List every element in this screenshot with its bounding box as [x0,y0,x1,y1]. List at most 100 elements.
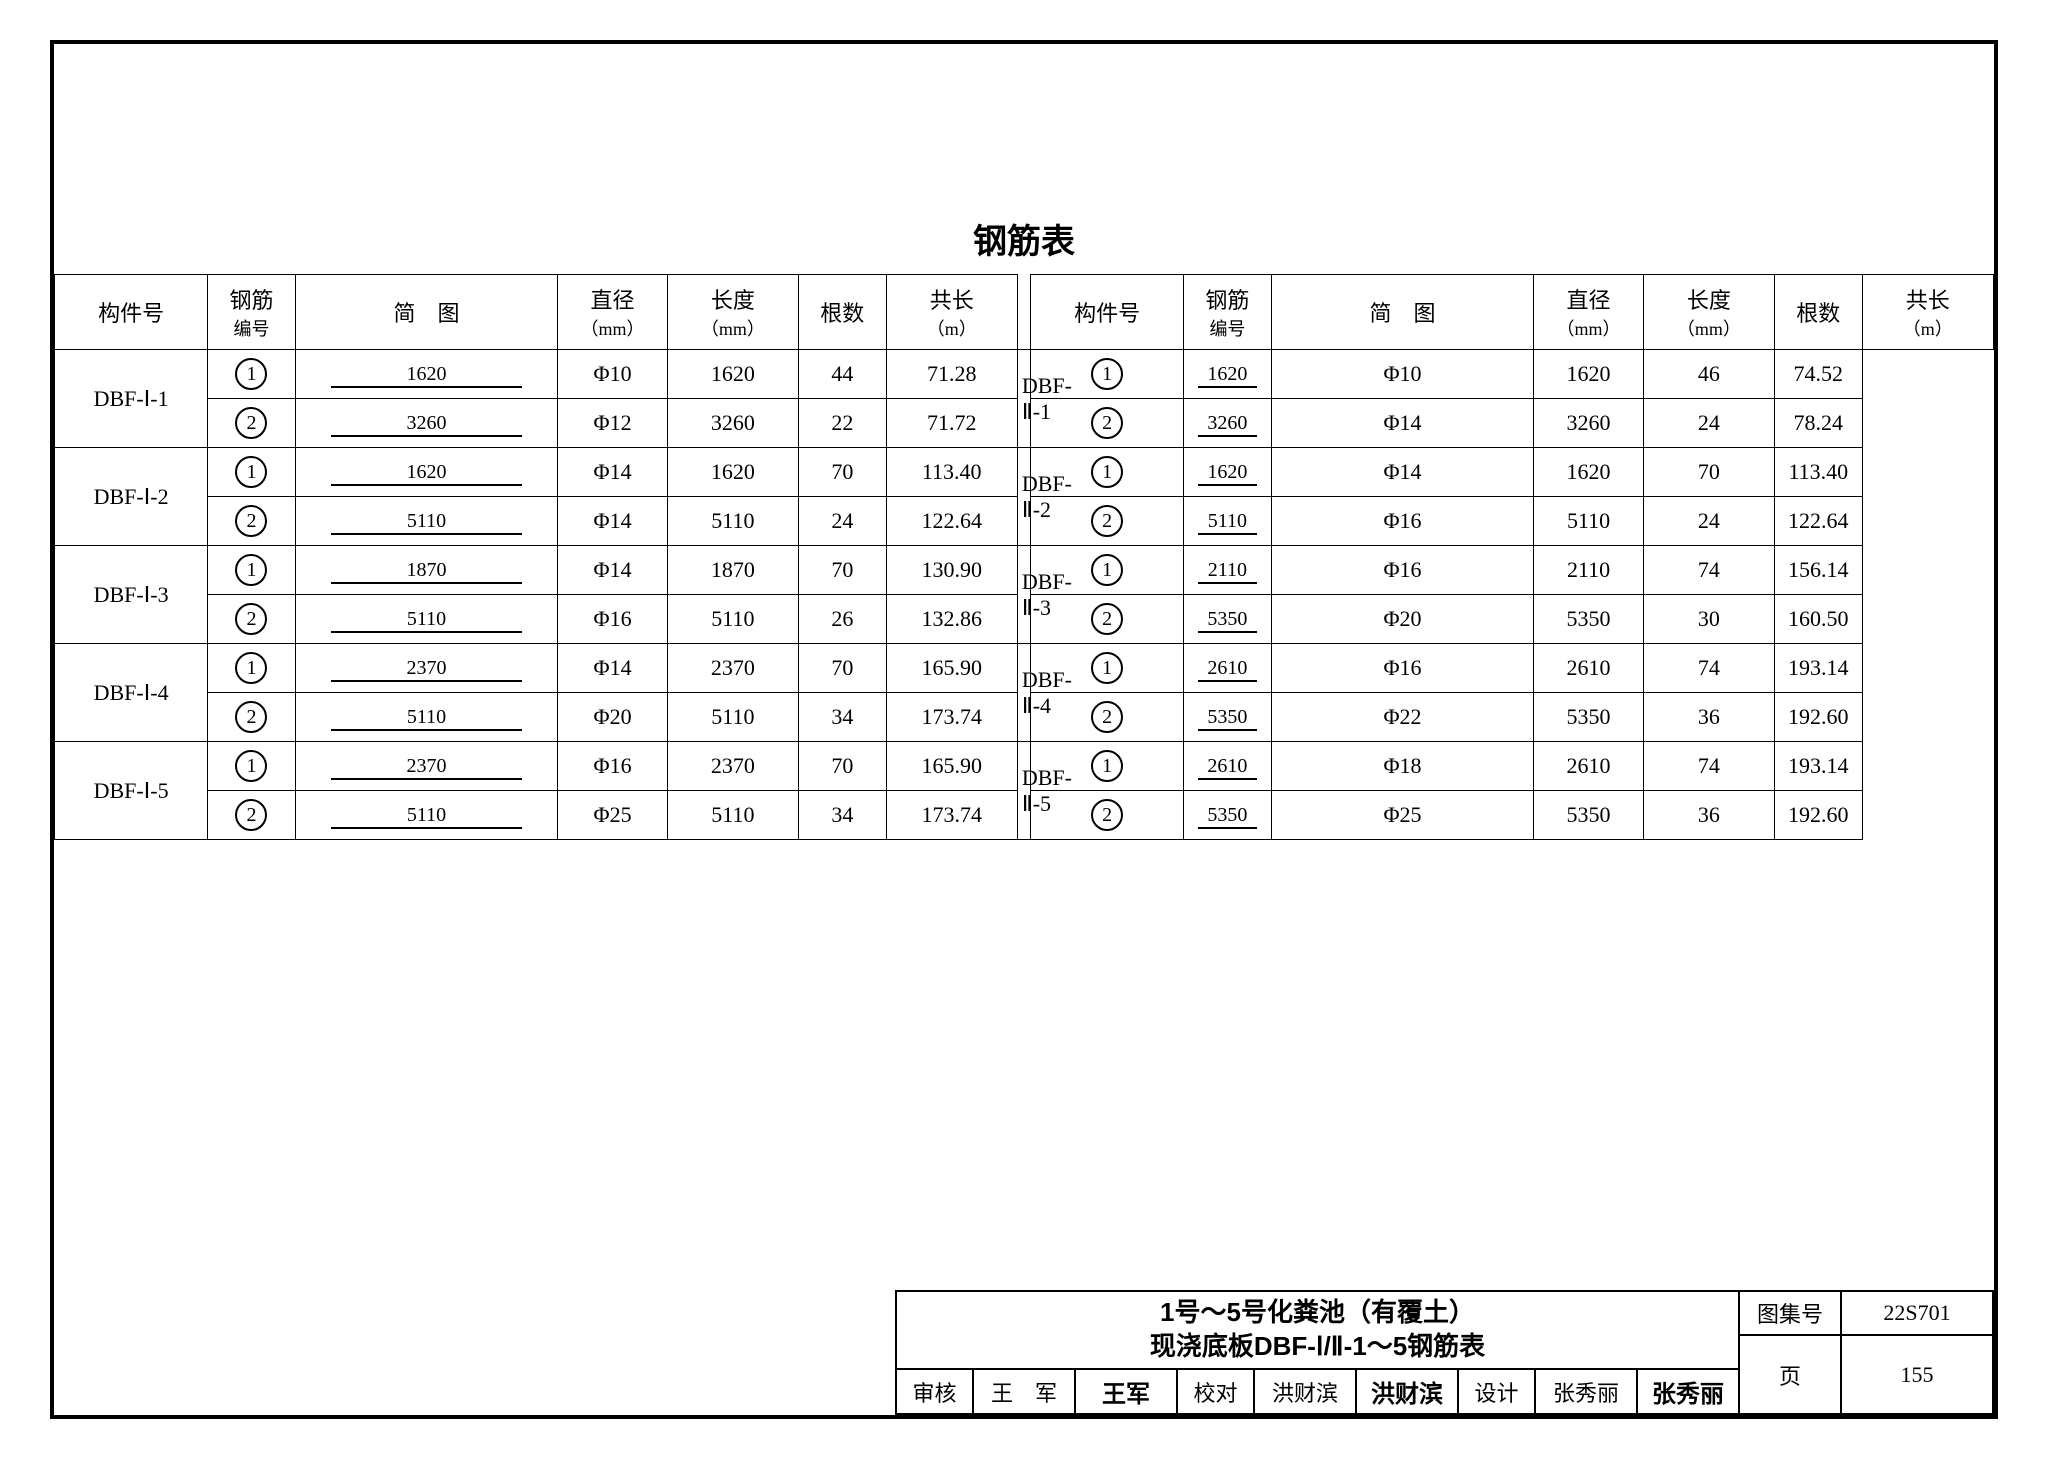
hdr-count-r: 根数 [1775,275,1863,350]
hdr-length: 长度（mm） [667,275,798,350]
hdr-total: 共长（m） [886,275,1017,350]
diameter-cell: Φ20 [1271,595,1534,644]
diameter-cell: Φ25 [1271,791,1534,840]
check-label: 校对 [1177,1369,1254,1414]
table-row: DBF-Ⅰ-111620Φ1016204471.28DBF-Ⅱ-111620Φ1… [55,350,1994,399]
diameter-cell: Φ20 [558,693,667,742]
bar-diagram-icon: 2110 [1198,560,1257,584]
hdr-component: 构件号 [55,275,208,350]
count-cell: 70 [799,644,887,693]
diagram-cell: 1620 [295,448,558,497]
hdr-component-r: 构件号 [1030,275,1183,350]
bar-diagram-icon: 1870 [331,560,521,584]
rebar-no-icon: 2 [235,407,267,439]
count-cell: 44 [799,350,887,399]
diameter-cell: Φ16 [558,595,667,644]
length-cell: 1620 [667,350,798,399]
bar-diagram-icon: 5110 [331,805,521,829]
total-cell: 78.24 [1775,399,1863,448]
bar-diagram-icon: 5350 [1198,805,1257,829]
count-cell: 74 [1643,742,1774,791]
rebar-no-icon: 2 [1091,407,1123,439]
count-cell: 46 [1643,350,1774,399]
diameter-cell: Φ16 [1271,546,1534,595]
rebar-no-icon: 2 [235,603,267,635]
design-label: 设计 [1458,1369,1535,1414]
rebar-no-icon: 1 [1091,652,1123,684]
table-title: 钢筋表 [54,214,1994,263]
rebar-no-icon: 1 [1091,358,1123,390]
rebar-no-icon: 1 [1091,554,1123,586]
total-cell: 71.72 [886,399,1017,448]
bar-diagram-icon: 1620 [1198,462,1257,486]
rebar-no-icon: 2 [1091,603,1123,635]
rebar-no-cell: 2 [1030,595,1183,644]
total-cell: 192.60 [1775,791,1863,840]
table-row: DBF-Ⅰ-211620Φ14162070113.40DBF-Ⅱ-211620Φ… [55,448,1994,497]
component-cell: DBF-Ⅱ-1 [1017,350,1030,448]
page-no: 155 [1841,1335,1993,1414]
title-block: 1号～5号化粪池（有覆土） 现浇底板DBF-Ⅰ/Ⅱ-1～5钢筋表 图集号 22S… [895,1290,1994,1415]
page: 钢筋表 构件号 钢筋编号 简 图 直径（mm） 长度（mm） 根数 共长（m） … [0,0,2048,1459]
diameter-cell: Φ16 [1271,497,1534,546]
table-row: DBF-Ⅰ-311870Φ14187070130.90DBF-Ⅱ-312110Φ… [55,546,1994,595]
diameter-cell: Φ10 [558,350,667,399]
bar-diagram-icon: 2370 [331,658,521,682]
diagram-cell: 5110 [295,791,558,840]
diagram-cell: 2610 [1184,644,1272,693]
bar-diagram-icon: 2370 [331,756,521,780]
count-cell: 36 [1643,693,1774,742]
total-cell: 193.14 [1775,644,1863,693]
bar-diagram-icon: 5350 [1198,707,1257,731]
rebar-no-cell: 1 [208,350,296,399]
total-cell: 130.90 [886,546,1017,595]
count-cell: 30 [1643,595,1774,644]
rebar-no-cell: 2 [1030,399,1183,448]
rebar-no-cell: 1 [208,742,296,791]
component-cell: DBF-Ⅰ-3 [55,546,208,644]
rebar-no-icon: 2 [1091,701,1123,733]
count-cell: 22 [799,399,887,448]
rebar-no-cell: 2 [208,791,296,840]
diameter-cell: Φ25 [558,791,667,840]
review-name: 王 军 [973,1369,1075,1414]
total-cell: 122.64 [886,497,1017,546]
diagram-cell: 3260 [1184,399,1272,448]
rebar-no-icon: 2 [235,701,267,733]
component-cell: DBF-Ⅰ-1 [55,350,208,448]
diagram-cell: 2370 [295,644,558,693]
diagram-cell: 5350 [1184,693,1272,742]
rebar-no-icon: 1 [1091,456,1123,488]
rebar-no-cell: 2 [1030,497,1183,546]
check-sig: 洪财滨 [1356,1369,1458,1414]
rebar-no-icon: 2 [1091,505,1123,537]
hdr-length-r: 长度（mm） [1643,275,1774,350]
length-cell: 1620 [667,448,798,497]
length-cell: 5110 [667,791,798,840]
diagram-cell: 2610 [1184,742,1272,791]
length-cell: 2370 [667,644,798,693]
total-cell: 160.50 [1775,595,1863,644]
page-label: 页 [1739,1335,1841,1414]
count-cell: 24 [1643,497,1774,546]
total-cell: 165.90 [886,742,1017,791]
diameter-cell: Φ14 [558,497,667,546]
hdr-rebar-no: 钢筋编号 [208,275,296,350]
diameter-cell: Φ22 [1271,693,1534,742]
count-cell: 70 [799,448,887,497]
length-cell: 2610 [1534,644,1643,693]
rebar-no-cell: 2 [208,693,296,742]
rebar-no-cell: 2 [1030,791,1183,840]
rebar-no-icon: 1 [235,554,267,586]
component-cell: DBF-Ⅱ-4 [1017,644,1030,742]
hdr-diagram: 简 图 [295,275,558,350]
rebar-no-icon: 1 [235,652,267,684]
diagram-cell: 2370 [295,742,558,791]
hdr-diameter: 直径（mm） [558,275,667,350]
diameter-cell: Φ16 [1271,644,1534,693]
rebar-no-icon: 1 [235,456,267,488]
length-cell: 5350 [1534,595,1643,644]
bar-diagram-icon: 3260 [331,413,521,437]
rebar-no-icon: 1 [235,750,267,782]
rebar-no-cell: 2 [1030,693,1183,742]
